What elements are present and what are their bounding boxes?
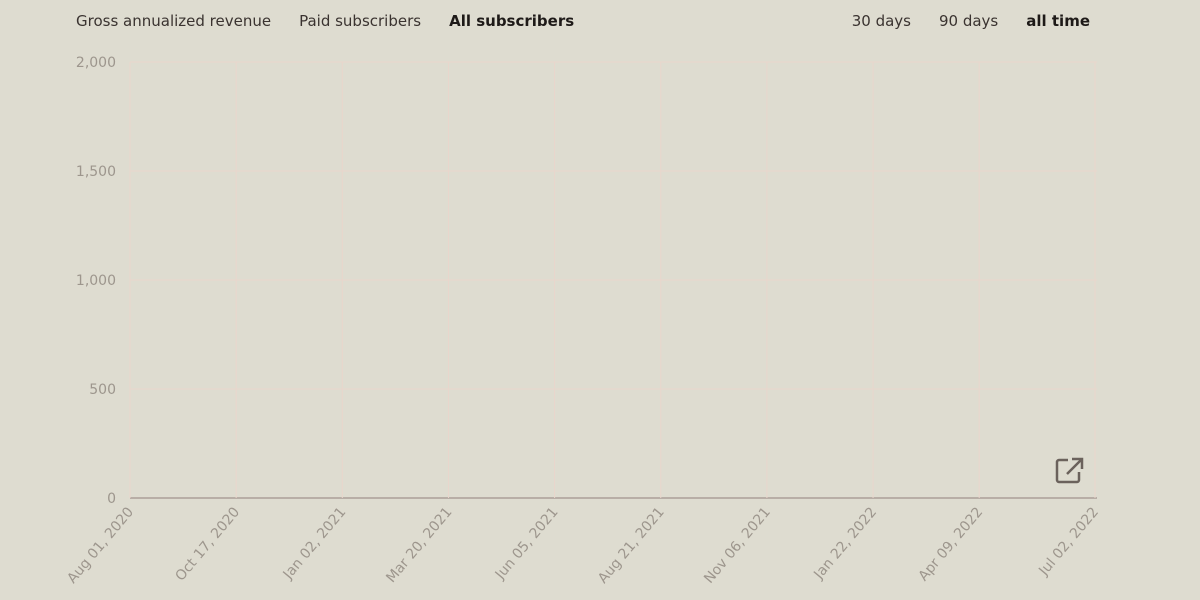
x-tick-label: Jun 05, 2021 (492, 504, 562, 583)
metric-tabs: Gross annualized revenue Paid subscribers… (76, 12, 574, 30)
x-tick-label: Aug 21, 2021 (595, 504, 668, 586)
open-external-icon[interactable] (1055, 457, 1084, 484)
x-tick-label: Apr 09, 2022 (916, 504, 987, 584)
x-tick-label: Jul 02, 2022 (1035, 504, 1102, 579)
y-tick-label: 1,000 (76, 273, 116, 289)
y-tick-label: 0 (107, 491, 116, 507)
tab[interactable]: 30 days (851, 12, 911, 30)
tab[interactable]: all time (1026, 12, 1090, 30)
x-tick-label: Jan 22, 2022 (810, 504, 880, 583)
tab[interactable]: All subscribers (449, 12, 575, 30)
range-tabs: 30 days 90 days all time (852, 12, 1090, 30)
x-tick-label: Mar 20, 2021 (383, 504, 455, 586)
y-tick-label: 500 (89, 382, 116, 398)
tab[interactable]: Gross annualized revenue (76, 12, 272, 30)
tab[interactable]: Paid subscribers (299, 12, 422, 30)
x-tick-label: Oct 17, 2020 (172, 504, 243, 584)
y-tick-label: 2,000 (76, 55, 116, 71)
tab[interactable]: 90 days (938, 12, 999, 30)
y-tick-label: 1,500 (76, 164, 116, 180)
x-tick-label: Nov 06, 2021 (701, 504, 774, 586)
x-tick-label: Aug 01, 2020 (64, 504, 137, 586)
x-tick-label: Jan 02, 2021 (280, 504, 350, 583)
